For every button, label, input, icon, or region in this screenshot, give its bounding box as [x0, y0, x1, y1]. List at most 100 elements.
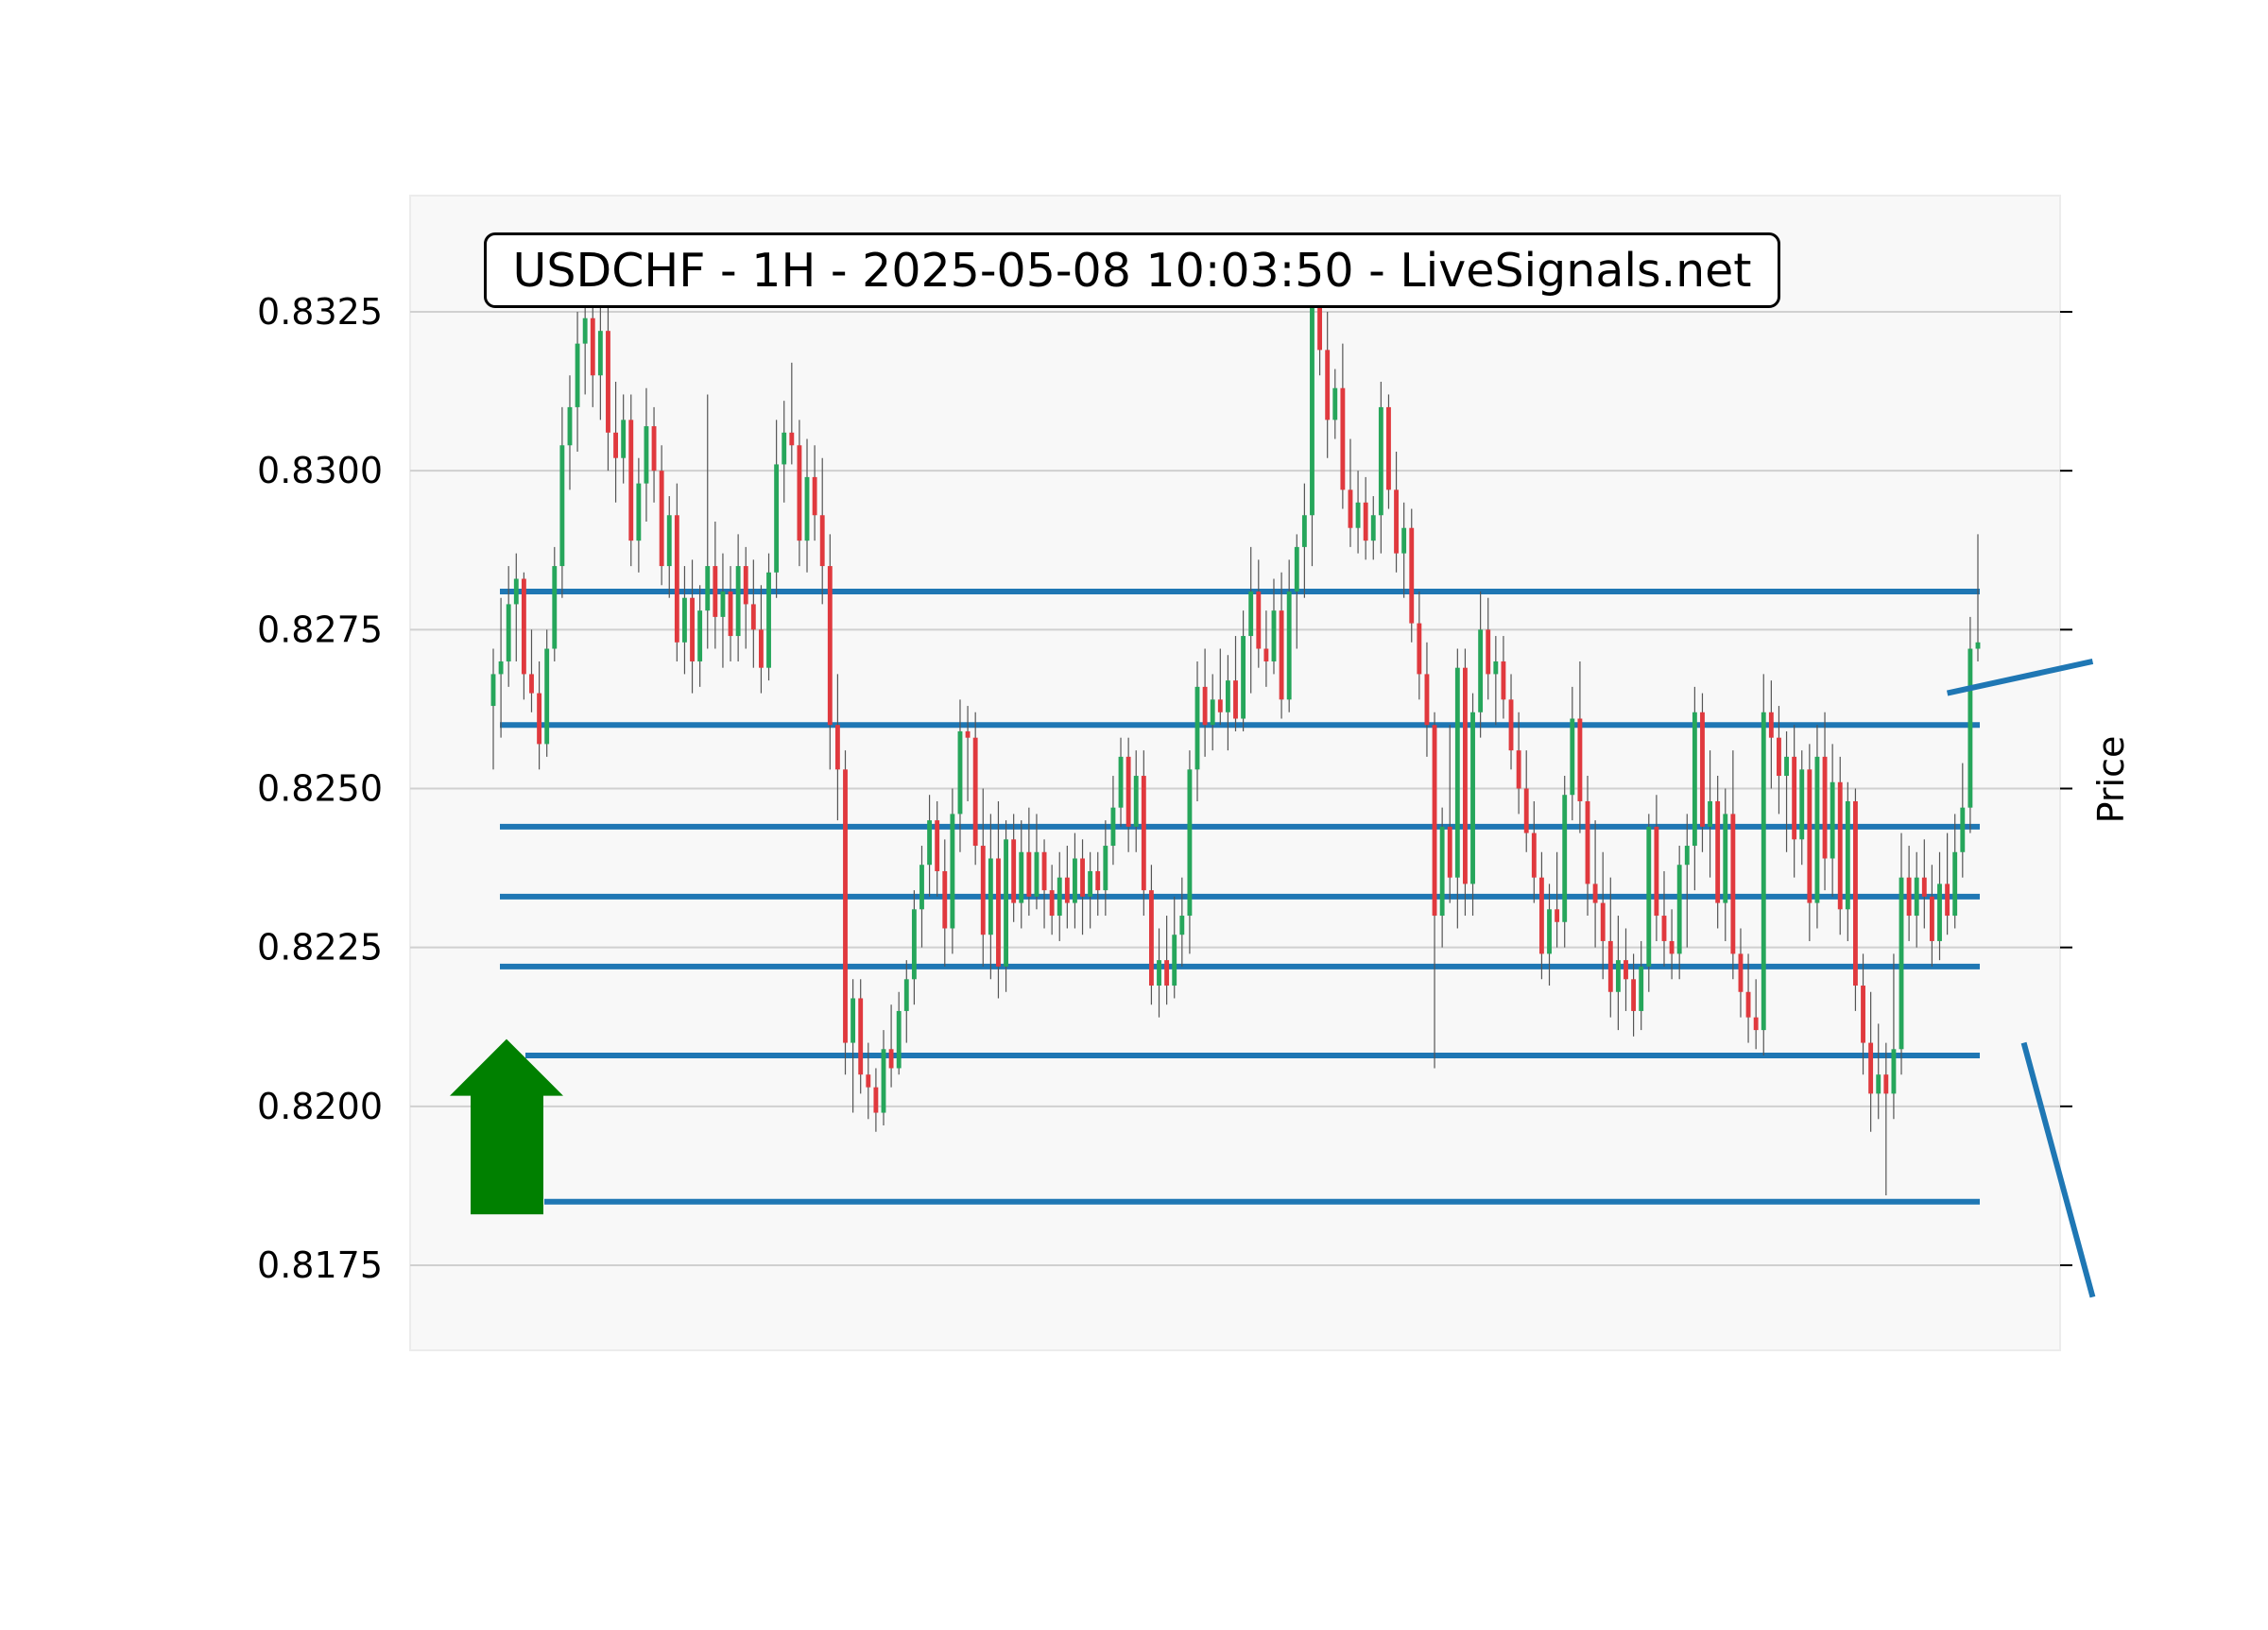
candle-body	[1088, 870, 1093, 897]
candle-body	[1217, 699, 1223, 712]
candle-body	[1164, 960, 1170, 987]
candle-body	[1019, 851, 1024, 903]
candle-body	[1547, 909, 1552, 954]
candle-body	[1676, 865, 1682, 954]
candle	[513, 553, 519, 661]
candle-body	[1073, 858, 1077, 903]
candle	[1899, 832, 1904, 1075]
candle	[1876, 1023, 1881, 1120]
candle-body	[682, 597, 687, 643]
candle-body	[1386, 406, 1391, 490]
candle-body	[1929, 896, 1934, 941]
candle	[965, 706, 971, 801]
candle	[697, 585, 703, 687]
candle	[1279, 572, 1284, 719]
candle-body	[1348, 489, 1353, 528]
candle	[1486, 597, 1491, 700]
candle	[1217, 648, 1223, 726]
candle-body	[1607, 940, 1613, 992]
candle	[1271, 578, 1277, 675]
chart-title-text: USDCHF - 1H - 2025-05-08 10:03:50 - Live…	[512, 243, 1752, 298]
candle	[1929, 865, 1934, 967]
candle	[1723, 788, 1728, 941]
candle-body	[735, 566, 741, 637]
candle	[1332, 369, 1338, 439]
candle	[1080, 839, 1085, 935]
candle-body	[1194, 686, 1200, 770]
candle-body	[690, 597, 695, 661]
candle-body	[1891, 1049, 1897, 1094]
candle-body	[1853, 800, 1858, 987]
candle	[988, 814, 993, 980]
candle-body	[567, 406, 573, 446]
candle-body	[559, 445, 565, 567]
candle-body	[1179, 916, 1185, 935]
candle-body	[942, 870, 948, 929]
candle-body	[1516, 750, 1521, 789]
candle	[1906, 846, 1912, 941]
candle	[911, 890, 917, 1005]
candle	[659, 445, 664, 586]
candle-body	[804, 476, 810, 541]
candle	[1547, 884, 1552, 987]
candle	[1853, 788, 1858, 1011]
candle	[858, 979, 864, 1094]
candle-body	[1125, 756, 1131, 827]
candle-body	[1148, 890, 1154, 987]
candle	[1019, 820, 1024, 929]
candle-body	[1049, 890, 1055, 917]
candle-body	[1555, 909, 1560, 922]
candle-body	[544, 648, 550, 745]
candle	[1738, 928, 1744, 1018]
candle-body	[621, 420, 627, 458]
candle-body	[1952, 851, 1958, 917]
candle-body	[1493, 661, 1499, 675]
candle-body	[1631, 979, 1637, 1011]
candlestick-series	[490, 266, 1981, 1196]
candle	[1654, 795, 1659, 941]
candle	[782, 401, 787, 503]
candle	[1960, 763, 1966, 878]
candle-body	[1439, 826, 1445, 917]
candle-body	[1241, 636, 1246, 719]
candle	[690, 559, 695, 694]
candle	[1600, 851, 1606, 980]
candle	[567, 375, 573, 490]
candle	[1615, 916, 1621, 1031]
candle	[705, 394, 711, 649]
candle-body	[957, 730, 963, 815]
candle-body	[1011, 839, 1017, 903]
candle	[1210, 674, 1215, 751]
candle-body	[674, 515, 679, 643]
candle	[1837, 756, 1843, 935]
candle-body	[728, 591, 733, 637]
candle	[1325, 312, 1331, 458]
candle	[750, 559, 756, 668]
candle-body	[552, 566, 558, 649]
candle-body	[819, 515, 825, 567]
candle	[1225, 655, 1230, 751]
candle	[713, 521, 718, 649]
candle-body	[1294, 546, 1299, 592]
candle-body	[1332, 387, 1338, 420]
candle	[1967, 616, 1973, 833]
candle-body	[1577, 718, 1583, 801]
candle-body	[888, 1049, 894, 1069]
candle-body	[1761, 712, 1766, 1031]
candle	[1310, 280, 1314, 567]
candle	[789, 362, 795, 465]
candle-body	[1118, 756, 1124, 808]
candle-body	[1478, 629, 1484, 712]
candle-body	[1103, 846, 1108, 891]
candle	[1011, 814, 1017, 922]
candle-body	[980, 846, 986, 935]
candle	[766, 553, 771, 681]
candle	[1233, 636, 1238, 731]
candle	[996, 800, 1001, 999]
candle	[1585, 776, 1590, 917]
candle	[490, 648, 496, 770]
candle-body	[1225, 680, 1230, 712]
candle	[1103, 820, 1108, 917]
candle-body	[988, 858, 993, 935]
candle-body	[789, 432, 795, 446]
